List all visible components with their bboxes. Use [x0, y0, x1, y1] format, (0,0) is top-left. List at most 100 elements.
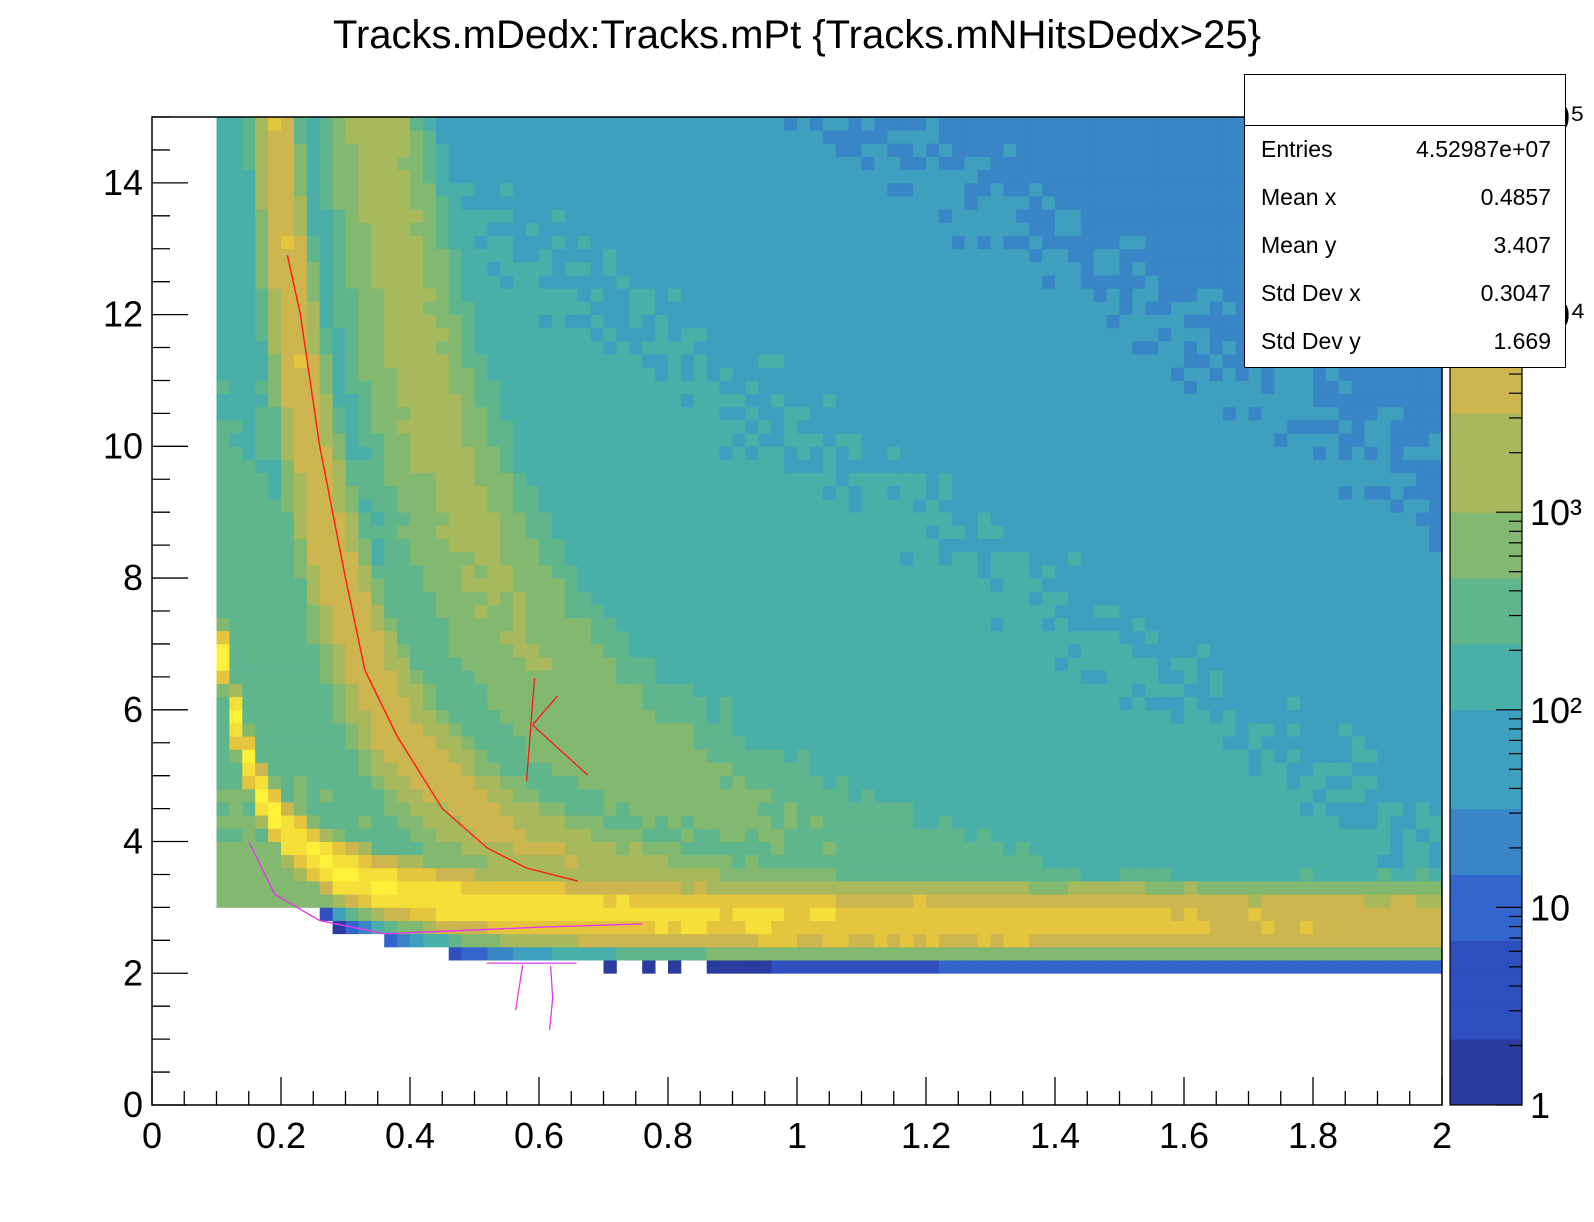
- heatmap-cell: [384, 736, 398, 750]
- heatmap-cell: [1106, 406, 1120, 421]
- heatmap-cell: [758, 854, 772, 869]
- heatmap-cell: [1016, 802, 1030, 816]
- heatmap-cell: [345, 512, 359, 526]
- heatmap-cell: [551, 841, 566, 856]
- heatmap-cell: [345, 499, 359, 513]
- heatmap-cell: [332, 854, 346, 869]
- heatmap-cell: [913, 367, 927, 381]
- heatmap-cell: [268, 222, 282, 236]
- heatmap-cell: [680, 327, 695, 342]
- heatmap-cell: [435, 591, 450, 605]
- heatmap-cell: [861, 235, 875, 250]
- heatmap-cell: [242, 578, 256, 592]
- heatmap-cell: [732, 367, 746, 381]
- heatmap-cell: [771, 248, 785, 263]
- heatmap-cell: [1171, 960, 1185, 974]
- heatmap-cell: [1055, 169, 1069, 184]
- heatmap-cell: [732, 881, 746, 895]
- heatmap-cell: [1042, 894, 1056, 908]
- heatmap-cell: [797, 722, 811, 737]
- heatmap-cell: [835, 604, 849, 618]
- heatmap-cell: [1145, 340, 1159, 355]
- heatmap-cell: [319, 275, 333, 289]
- heatmap-cell: [577, 117, 591, 131]
- heatmap-cell: [797, 130, 811, 144]
- heatmap-cell: [448, 749, 462, 763]
- heatmap-cell: [1158, 512, 1172, 526]
- heatmap-cell: [526, 288, 540, 302]
- heatmap-cell: [551, 591, 566, 605]
- heatmap-cell: [1067, 709, 1082, 724]
- heatmap-cell: [551, 288, 566, 302]
- heatmap-cell: [1029, 828, 1043, 842]
- heatmap-cell: [564, 788, 579, 803]
- heatmap-cell: [642, 617, 656, 632]
- heatmap-cell: [719, 117, 733, 131]
- heatmap-cell: [513, 275, 527, 289]
- heatmap-cell: [1132, 459, 1146, 474]
- heatmap-cell: [835, 670, 849, 684]
- heatmap-cell: [1132, 867, 1146, 882]
- heatmap-cell: [410, 419, 424, 434]
- heatmap-cell: [616, 327, 630, 342]
- heatmap-cell: [513, 459, 527, 474]
- heatmap-cell: [1093, 499, 1107, 513]
- heatmap-cell: [642, 235, 656, 250]
- heatmap-cell: [487, 393, 501, 408]
- heatmap-cell: [551, 683, 566, 698]
- heatmap-cell: [332, 788, 346, 803]
- heatmap-cell: [835, 301, 849, 315]
- heatmap-cell: [1055, 920, 1069, 935]
- heatmap-cell: [410, 393, 424, 408]
- heatmap-cell: [255, 143, 269, 157]
- heatmap-cell: [319, 354, 333, 368]
- heatmap-cell: [422, 604, 437, 618]
- heatmap-cell: [551, 182, 566, 197]
- heatmap-cell: [1158, 433, 1172, 447]
- heatmap-cell: [384, 749, 398, 763]
- heatmap-cell: [938, 209, 953, 223]
- heatmap-cell: [990, 854, 1004, 869]
- heatmap-cell: [964, 209, 978, 223]
- heatmap-cell: [397, 512, 411, 526]
- heatmap-cell: [577, 775, 591, 790]
- heatmap-cell: [526, 301, 540, 315]
- heatmap-cell: [513, 933, 527, 948]
- heatmap-cell: [319, 380, 333, 395]
- heatmap-cell: [809, 235, 824, 250]
- heatmap-cell: [1196, 446, 1211, 460]
- heatmap-cell: [577, 314, 591, 329]
- heatmap-cell: [1093, 867, 1107, 882]
- heatmap-cell: [229, 657, 243, 671]
- heatmap-cell: [461, 117, 475, 131]
- heatmap-cell: [1080, 604, 1095, 618]
- heatmap-cell: [797, 288, 811, 302]
- heatmap-cell: [977, 433, 991, 447]
- heatmap-cell: [874, 722, 888, 737]
- heatmap-cell: [397, 209, 411, 223]
- heatmap-cell: [539, 354, 553, 368]
- heatmap-cell: [822, 419, 837, 434]
- heatmap-cell: [1119, 775, 1133, 790]
- heatmap-cell: [629, 406, 643, 421]
- heatmap-cell: [422, 499, 437, 513]
- heatmap-cell: [526, 775, 540, 790]
- heatmap-cell: [564, 907, 579, 921]
- heatmap-cell: [281, 485, 295, 500]
- heatmap-cell: [1209, 419, 1224, 434]
- heatmap-cell: [835, 446, 849, 460]
- heatmap-cell: [732, 960, 746, 974]
- heatmap-cell: [990, 499, 1004, 513]
- heatmap-cell: [1093, 604, 1107, 618]
- heatmap-cell: [281, 406, 295, 421]
- heatmap-cell: [719, 209, 733, 223]
- heatmap-cell: [848, 867, 862, 882]
- heatmap-cell: [861, 393, 875, 408]
- heatmap-cell: [874, 749, 888, 763]
- heatmap-cell: [487, 472, 501, 487]
- heatmap-cell: [1016, 749, 1030, 763]
- heatmap-cell: [977, 472, 991, 487]
- heatmap-cell: [668, 894, 682, 908]
- heatmap-cell: [229, 525, 243, 539]
- heatmap-cell: [745, 881, 759, 895]
